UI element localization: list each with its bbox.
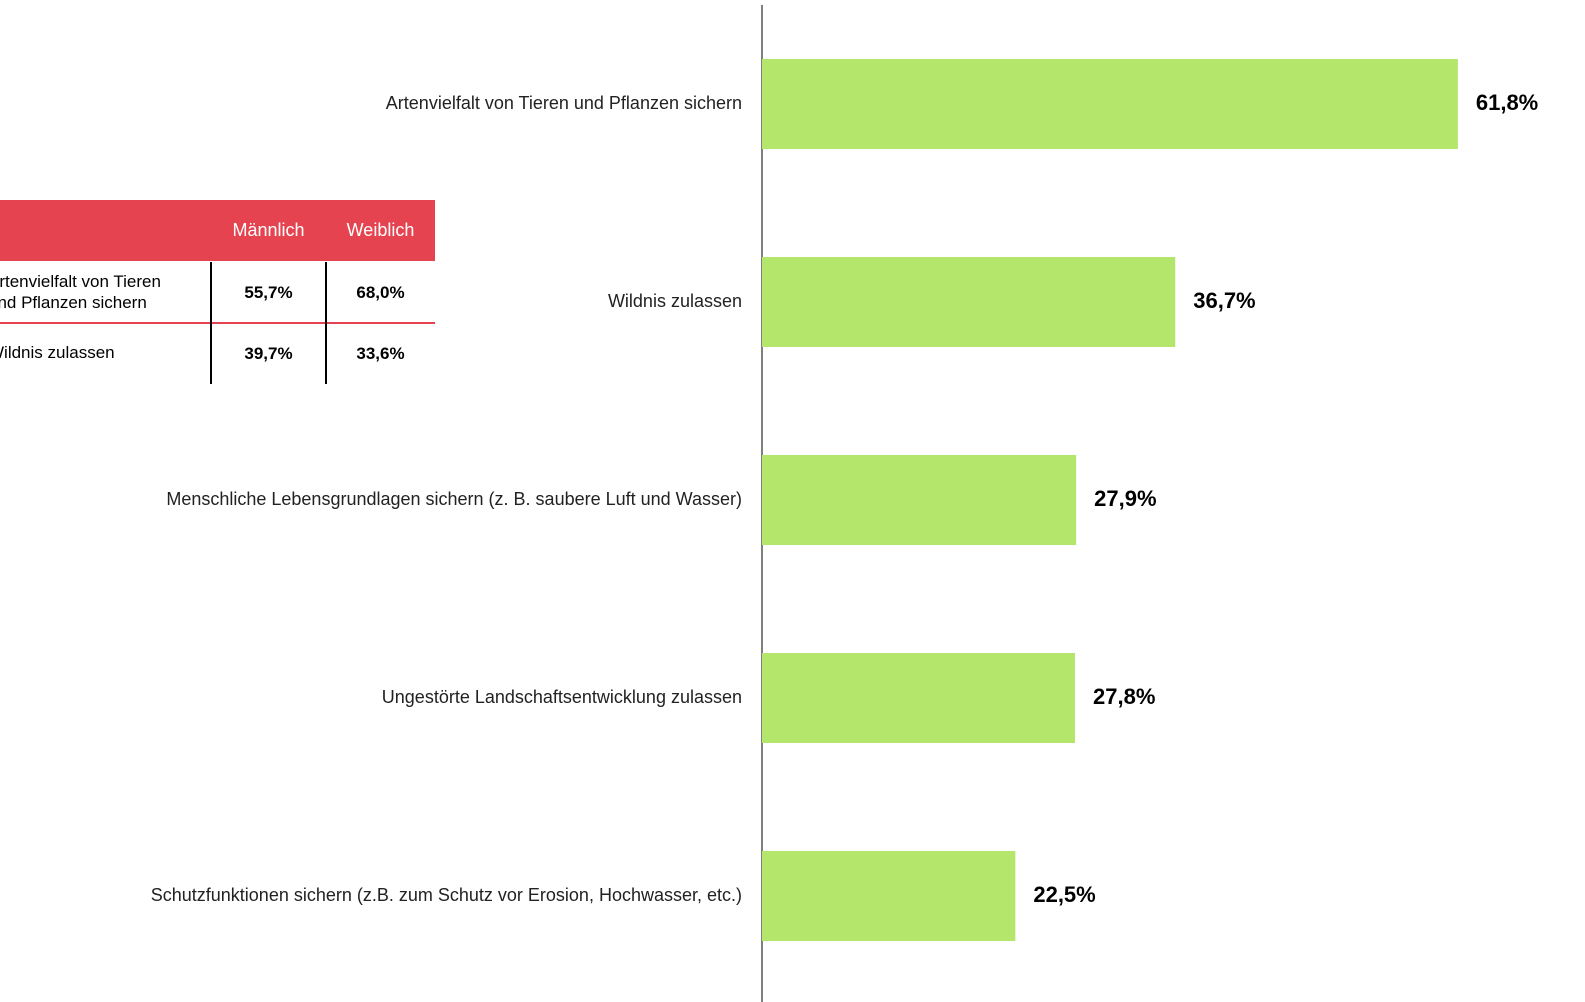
- table-value: 33,6%: [356, 343, 405, 363]
- column-separator: [325, 262, 327, 384]
- category-label: Menschliche Lebensgrundlagen sichern (z.…: [166, 489, 742, 509]
- column-header: Weiblich: [346, 220, 415, 240]
- value-label: 36,7%: [1193, 288, 1255, 313]
- bar: [762, 851, 1016, 941]
- category-label: Wildnis zulassen: [608, 291, 742, 311]
- value-label: 22,5%: [1033, 882, 1095, 907]
- value-label: 61,8%: [1476, 90, 1538, 115]
- value-label: 27,9%: [1094, 486, 1156, 511]
- table-value: 55,7%: [244, 282, 293, 302]
- table-header: [0, 200, 435, 261]
- row-label: Wildnis zulassen: [0, 343, 115, 363]
- bar: [762, 257, 1176, 347]
- row-separator: [0, 322, 435, 324]
- bar: [762, 59, 1458, 149]
- value-label: 27,8%: [1093, 684, 1155, 709]
- category-label: Artenvielfalt von Tieren und Pflanzen si…: [386, 93, 742, 113]
- column-header: Männlich: [232, 220, 305, 240]
- bar: [762, 653, 1076, 743]
- table-value: 39,7%: [244, 343, 293, 363]
- row-label: Artenvielfalt von Tieren und Pflanzen si…: [0, 272, 161, 312]
- bar: [762, 455, 1077, 545]
- column-separator: [210, 262, 212, 384]
- category-label: Ungestörte Landschaftsentwicklung zulass…: [382, 687, 742, 707]
- category-label: Schutzfunktionen sichern (z.B. zum Schut…: [151, 885, 742, 905]
- table-value: 68,0%: [356, 282, 405, 302]
